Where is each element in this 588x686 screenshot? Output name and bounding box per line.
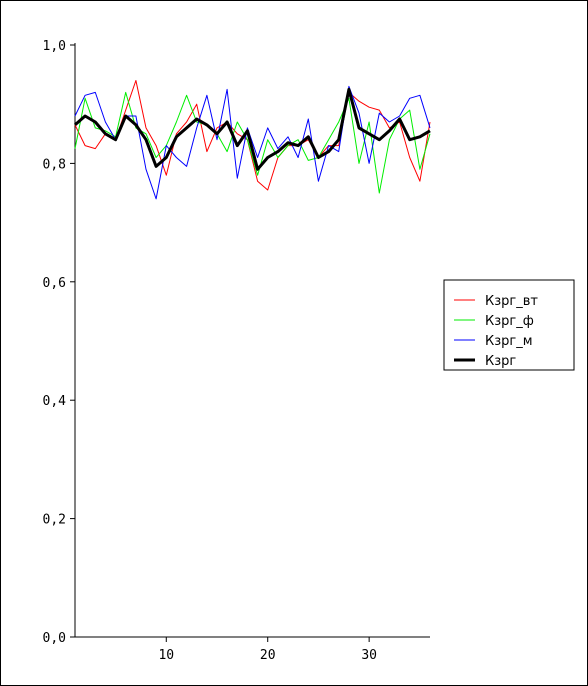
legend-label: Кзрг_м <box>485 334 533 349</box>
series-line-0 <box>74 80 431 191</box>
axes: 0,0 0,2 0,4 0,6 0,8 1,0 10 20 30 <box>43 39 430 663</box>
legend-label: Кзрг_вт <box>485 294 538 309</box>
series-line-2 <box>74 85 431 200</box>
y-tick-label: 0,0 <box>43 631 66 646</box>
series-line-3 <box>74 87 431 171</box>
y-tick-label: 0,8 <box>43 157 66 172</box>
legend-label: Кзрг <box>485 354 516 369</box>
x-tick-label: 30 <box>361 648 377 663</box>
y-tick-label: 0,2 <box>43 513 66 528</box>
legend-label: Кзрг_ф <box>485 314 534 329</box>
series-layer <box>74 80 431 200</box>
y-tick-label: 1,0 <box>43 39 66 54</box>
x-tick-label: 20 <box>260 648 276 663</box>
legend-box <box>443 279 575 371</box>
y-tick-label: 0,4 <box>43 394 67 409</box>
x-tick-label: 10 <box>158 648 174 663</box>
y-tick-label: 0,6 <box>43 276 66 291</box>
legend: Кзрг_вт Кзрг_ф Кзрг_м Кзрг <box>443 279 575 371</box>
